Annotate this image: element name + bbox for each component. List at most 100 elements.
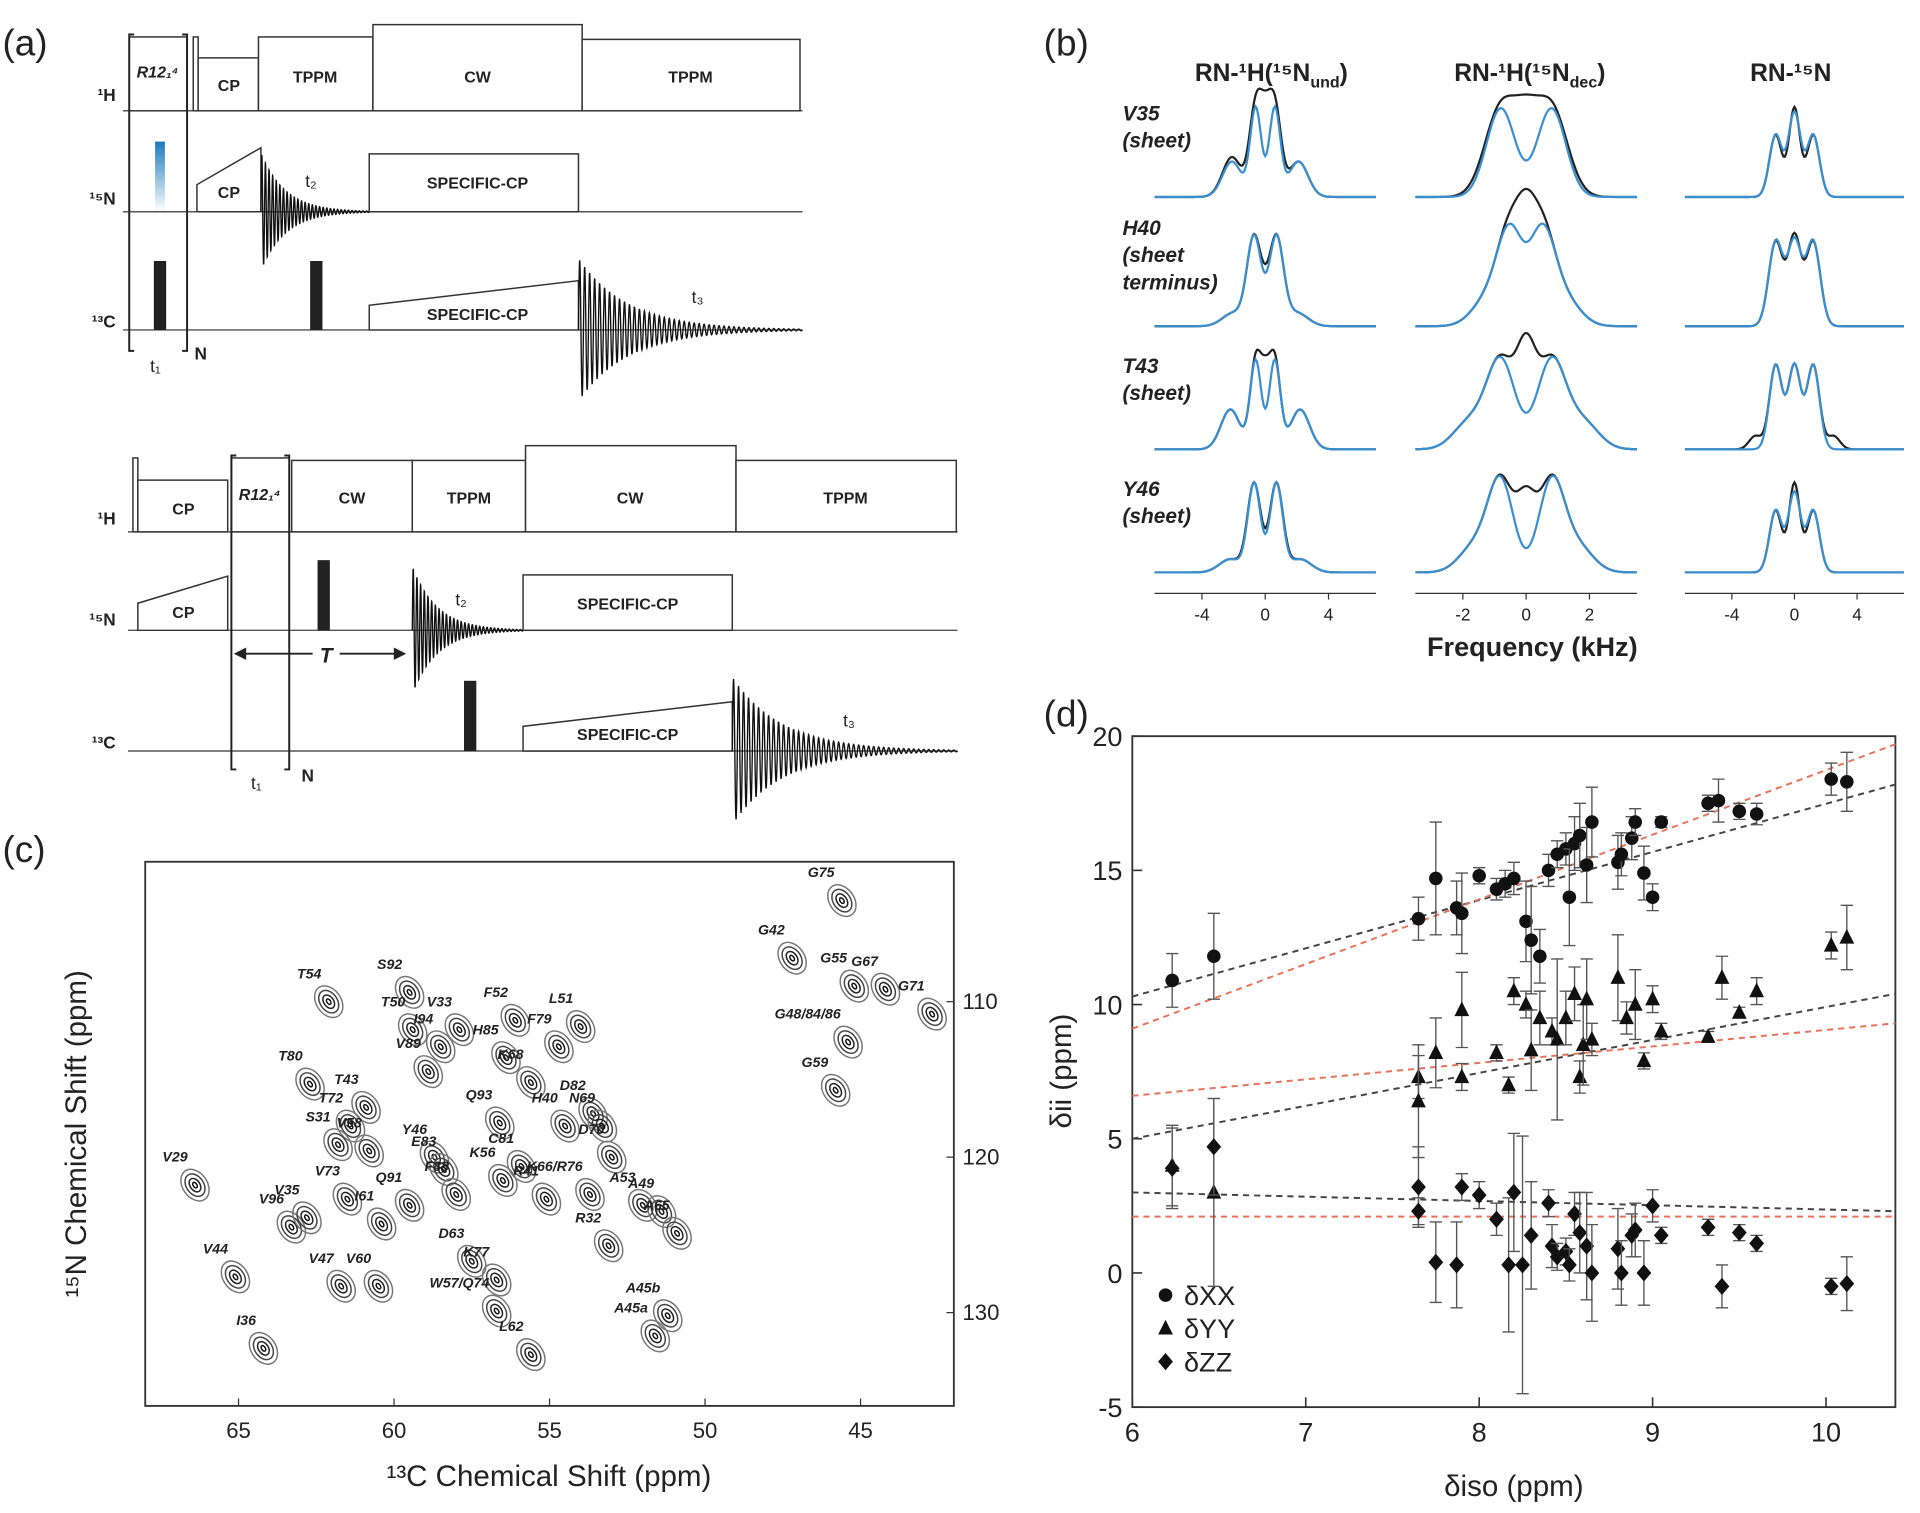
simulation-trace — [1154, 480, 1376, 574]
peak-label: G55 — [820, 950, 848, 966]
arrow-head — [233, 647, 247, 660]
peak — [550, 1109, 580, 1143]
peak-label: T50 — [381, 993, 405, 1009]
contour — [597, 1233, 620, 1258]
contour — [362, 1143, 376, 1159]
block-label: SPECIFIC-CP — [577, 596, 679, 613]
x-tick-label: 4 — [1852, 604, 1862, 624]
point — [1507, 871, 1521, 886]
x-tick-label: 0 — [1790, 604, 1800, 624]
contour — [375, 1282, 382, 1290]
peak-label: G67 — [851, 953, 879, 969]
title-part: RN-¹H(¹⁵N — [1454, 60, 1569, 87]
panel-label: (c) — [2, 829, 45, 870]
contour — [499, 1176, 506, 1184]
contour — [499, 1050, 513, 1066]
y-tick-label: 10 — [1092, 989, 1122, 1020]
peak — [335, 1109, 366, 1143]
contour — [520, 1342, 542, 1367]
peak-label: G75 — [808, 864, 836, 880]
contour — [488, 1163, 518, 1197]
peak — [394, 975, 425, 1009]
contour — [587, 1109, 618, 1143]
contour — [870, 972, 901, 1006]
simulation-trace — [1415, 355, 1637, 451]
axis-title: ¹⁵N Chemical Shift (ppm) — [60, 970, 93, 1297]
point — [1206, 1138, 1222, 1156]
fid — [260, 154, 370, 265]
ramp — [137, 575, 229, 632]
contour — [550, 1109, 580, 1143]
peak — [444, 1013, 475, 1047]
channel-label: ¹H — [98, 85, 116, 105]
peak-label: V47 — [309, 1250, 335, 1266]
x-tick-label: 6 — [1125, 1417, 1140, 1448]
contour — [406, 1022, 420, 1038]
contour — [280, 1215, 303, 1240]
contour — [449, 1187, 463, 1202]
point — [1579, 1237, 1595, 1255]
point — [1627, 995, 1643, 1011]
contour — [485, 1267, 508, 1292]
x-tick-label: -4 — [1724, 604, 1740, 624]
contour — [495, 1045, 517, 1070]
contour — [375, 1216, 389, 1232]
contour — [518, 1163, 525, 1170]
contour — [425, 1068, 432, 1076]
simulation-trace — [1415, 222, 1637, 328]
contour — [595, 1118, 609, 1134]
block-label: SPECIFIC-CP — [427, 307, 529, 324]
contour — [417, 1059, 439, 1084]
peak-label: N69 — [569, 1090, 595, 1106]
simulation-trace — [1684, 361, 1904, 451]
point — [1523, 1226, 1539, 1244]
contour — [608, 1153, 615, 1161]
delay-label: t₂ — [455, 590, 466, 610]
row-label: (sheet) — [1122, 505, 1191, 528]
contour — [363, 1269, 394, 1303]
fid — [577, 260, 803, 397]
peak — [587, 1109, 618, 1143]
contour — [839, 969, 870, 1003]
contour — [402, 984, 417, 1000]
point — [1455, 906, 1469, 921]
block-label: SPECIFIC-CP — [427, 175, 529, 192]
x-tick-label: -4 — [1194, 604, 1210, 624]
block-label: CP — [172, 502, 195, 519]
contour — [367, 1274, 390, 1299]
y-tick-label: 130 — [962, 1300, 999, 1325]
peak-label: L51 — [549, 990, 573, 1006]
contour — [829, 1082, 843, 1098]
x-tick-label: 0 — [1260, 604, 1270, 624]
block — [128, 36, 188, 112]
peak — [481, 1294, 512, 1328]
contour — [220, 1260, 251, 1294]
point — [1714, 969, 1730, 984]
contour — [524, 1347, 538, 1363]
peak — [870, 972, 901, 1006]
panel-label: (a) — [2, 22, 47, 63]
block — [522, 574, 734, 632]
panel-label: (b) — [1044, 22, 1089, 63]
peak-label: V35 — [274, 1181, 300, 1197]
peak — [180, 1168, 210, 1202]
contour — [334, 1141, 342, 1149]
legend-marker — [1158, 1319, 1173, 1335]
contour — [180, 1168, 210, 1202]
peak — [652, 1299, 683, 1333]
peak — [565, 1010, 596, 1044]
contour — [370, 1212, 393, 1236]
y-tick-label: 20 — [1092, 721, 1122, 752]
experiment-trace — [1684, 480, 1904, 574]
contour — [524, 1075, 538, 1090]
y-tick-label: -5 — [1098, 1392, 1122, 1423]
x-tick-label: 0 — [1521, 604, 1531, 624]
peak-label: S92 — [377, 956, 402, 972]
peak-label: K68 — [498, 1046, 524, 1062]
contour — [558, 1118, 572, 1134]
contour — [325, 998, 332, 1006]
peak — [488, 1163, 518, 1197]
peak — [397, 1013, 428, 1047]
peak — [646, 1195, 677, 1229]
contour — [296, 1205, 318, 1230]
